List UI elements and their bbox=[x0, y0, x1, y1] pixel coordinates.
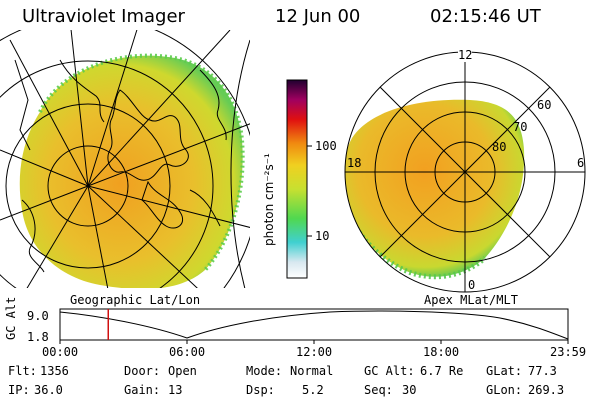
auroral-oval-magnetic bbox=[345, 99, 525, 277]
longitude-lines bbox=[0, 30, 250, 288]
mlat-label-80: 80 bbox=[492, 140, 507, 154]
time-tick-1800: 18:00 bbox=[423, 345, 460, 359]
time-label: 02:15:46 UT bbox=[430, 6, 541, 27]
glon-value: 269.3 bbox=[528, 383, 565, 397]
door-value: Open bbox=[168, 364, 197, 378]
time-tick-2359: 23:59 bbox=[550, 345, 587, 359]
dsp-value: 5.2 bbox=[302, 383, 324, 397]
glon-label: GLon: bbox=[486, 383, 523, 397]
flt-label: Flt: bbox=[8, 364, 37, 378]
colorbar-tick-100: 100 bbox=[315, 139, 337, 153]
mode-label: Mode: bbox=[246, 364, 283, 378]
colorbar-tick-10: 10 bbox=[315, 229, 330, 243]
mlat-label-70: 70 bbox=[513, 120, 528, 134]
colorbar-units-label: photon cm⁻²s⁻¹ bbox=[262, 153, 276, 246]
door-label: Door: bbox=[124, 364, 161, 378]
mode-value: Normal bbox=[290, 364, 334, 378]
altitude-timeline bbox=[59, 308, 569, 344]
geographic-caption: Geographic Lat/Lon bbox=[70, 293, 201, 307]
ip-label: IP: bbox=[8, 383, 30, 397]
altitude-axis-label: GC Alt bbox=[4, 296, 18, 340]
time-tick-1200: 12:00 bbox=[296, 345, 333, 359]
seq-value: 30 bbox=[402, 383, 417, 397]
mlt-spokes bbox=[345, 52, 585, 292]
polar-plot bbox=[344, 51, 586, 293]
apex-caption: Apex MLat/MLT bbox=[424, 293, 518, 307]
altitude-curve bbox=[59, 310, 569, 340]
gc-alt-label: GC Alt: bbox=[364, 364, 415, 378]
mlt-label-0: 0 bbox=[468, 278, 476, 292]
altitude-ytick-high: 9.0 bbox=[27, 309, 49, 323]
dsp-label: Dsp: bbox=[246, 383, 275, 397]
instrument-title: Ultraviolet Imager bbox=[22, 6, 185, 27]
auroral-oval-geographic bbox=[19, 55, 243, 288]
mlat-label-60: 60 bbox=[537, 98, 552, 112]
gain-value: 13 bbox=[168, 383, 183, 397]
latitude-circles bbox=[0, 30, 250, 288]
geographic-image bbox=[0, 30, 250, 288]
mlt-label-18: 18 bbox=[347, 156, 362, 170]
mlt-label-12: 12 bbox=[458, 48, 473, 62]
mlt-label-6: 6 bbox=[577, 156, 585, 170]
ip-value: 36.0 bbox=[34, 383, 63, 397]
intensity-colorbar bbox=[286, 79, 308, 279]
glat-value: 77.3 bbox=[528, 364, 557, 378]
seq-label: Seq: bbox=[364, 383, 393, 397]
gc-alt-value: 6.7 Re bbox=[420, 364, 464, 378]
flt-value: 1356 bbox=[40, 364, 69, 378]
time-tick-0000: 00:00 bbox=[42, 345, 79, 359]
date-label: 12 Jun 00 bbox=[275, 6, 361, 27]
gain-label: Gain: bbox=[124, 383, 161, 397]
glat-label: GLat: bbox=[486, 364, 523, 378]
time-tick-0600: 06:00 bbox=[169, 345, 206, 359]
altitude-ytick-low: 1.8 bbox=[27, 330, 49, 344]
coastline-islands bbox=[107, 89, 189, 181]
